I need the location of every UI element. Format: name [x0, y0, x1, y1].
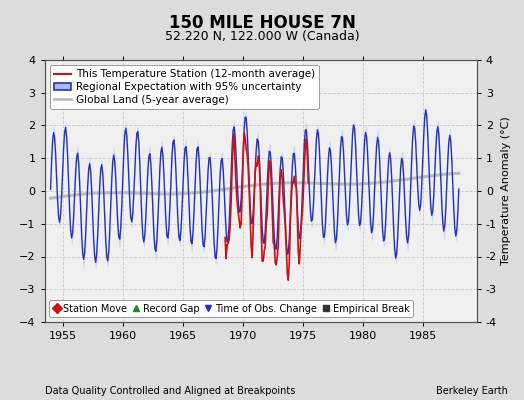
Legend: Station Move, Record Gap, Time of Obs. Change, Empirical Break: Station Move, Record Gap, Time of Obs. C…	[49, 300, 413, 317]
Y-axis label: Temperature Anomaly (°C): Temperature Anomaly (°C)	[501, 117, 511, 265]
Text: 52.220 N, 122.000 W (Canada): 52.220 N, 122.000 W (Canada)	[165, 30, 359, 43]
Text: 150 MILE HOUSE 7N: 150 MILE HOUSE 7N	[169, 14, 355, 32]
Text: Berkeley Earth: Berkeley Earth	[436, 386, 508, 396]
Text: Data Quality Controlled and Aligned at Breakpoints: Data Quality Controlled and Aligned at B…	[45, 386, 295, 396]
